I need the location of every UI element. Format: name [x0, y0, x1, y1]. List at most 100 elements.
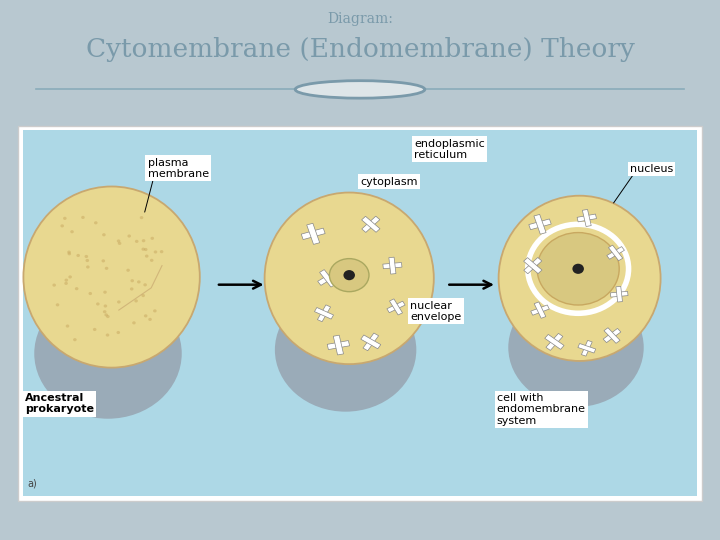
Text: plasma
membrane: plasma membrane	[148, 158, 209, 179]
Circle shape	[144, 314, 148, 318]
Circle shape	[144, 248, 148, 251]
Polygon shape	[363, 333, 379, 350]
Circle shape	[141, 247, 145, 251]
Circle shape	[135, 299, 138, 302]
Polygon shape	[390, 299, 402, 315]
Polygon shape	[534, 302, 546, 318]
Circle shape	[84, 255, 88, 258]
Ellipse shape	[35, 288, 181, 418]
Polygon shape	[361, 335, 381, 349]
Circle shape	[141, 294, 145, 297]
Circle shape	[94, 221, 98, 225]
Circle shape	[55, 303, 59, 306]
Circle shape	[143, 284, 147, 286]
Circle shape	[130, 279, 134, 282]
Ellipse shape	[498, 195, 661, 361]
Circle shape	[104, 305, 107, 308]
Circle shape	[295, 80, 425, 98]
Polygon shape	[545, 334, 564, 349]
Circle shape	[66, 325, 69, 328]
Polygon shape	[361, 217, 380, 232]
Ellipse shape	[329, 259, 369, 292]
Circle shape	[343, 270, 355, 280]
Polygon shape	[531, 305, 549, 315]
Text: nucleus: nucleus	[630, 164, 673, 174]
Circle shape	[86, 265, 90, 268]
Circle shape	[53, 284, 56, 287]
Circle shape	[153, 251, 157, 254]
Circle shape	[89, 292, 92, 295]
Circle shape	[65, 279, 68, 282]
Polygon shape	[327, 341, 350, 349]
Circle shape	[75, 287, 78, 291]
Ellipse shape	[24, 186, 200, 368]
Polygon shape	[307, 223, 320, 245]
Circle shape	[132, 321, 136, 325]
Circle shape	[106, 315, 109, 318]
Ellipse shape	[264, 193, 433, 364]
Circle shape	[63, 217, 67, 220]
Circle shape	[103, 310, 107, 313]
Circle shape	[81, 216, 85, 219]
Circle shape	[67, 251, 71, 254]
Circle shape	[137, 280, 140, 284]
Circle shape	[117, 300, 121, 303]
Circle shape	[96, 302, 99, 306]
Circle shape	[135, 240, 138, 243]
Circle shape	[64, 282, 68, 285]
Circle shape	[127, 234, 131, 238]
Polygon shape	[611, 292, 628, 297]
Circle shape	[150, 259, 153, 262]
Polygon shape	[318, 305, 330, 322]
Circle shape	[103, 291, 107, 294]
Circle shape	[130, 287, 133, 291]
Polygon shape	[389, 257, 396, 274]
Polygon shape	[387, 301, 405, 313]
Polygon shape	[607, 247, 624, 259]
Circle shape	[148, 318, 152, 321]
Circle shape	[60, 224, 64, 227]
Polygon shape	[546, 333, 563, 350]
Text: cell with
endomembrane
system: cell with endomembrane system	[497, 393, 586, 426]
Circle shape	[150, 237, 154, 240]
Circle shape	[86, 259, 89, 262]
Polygon shape	[603, 328, 621, 342]
Text: cytoplasm: cytoplasm	[360, 177, 418, 187]
Polygon shape	[604, 328, 620, 343]
Circle shape	[102, 233, 106, 237]
Circle shape	[142, 239, 145, 242]
FancyBboxPatch shape	[23, 130, 697, 496]
Text: nuclear
envelope: nuclear envelope	[410, 301, 462, 322]
Circle shape	[71, 230, 74, 233]
Polygon shape	[318, 271, 338, 286]
Polygon shape	[383, 262, 402, 269]
Circle shape	[117, 239, 120, 242]
Circle shape	[528, 224, 629, 313]
Circle shape	[68, 275, 72, 279]
Polygon shape	[320, 269, 336, 287]
Polygon shape	[528, 219, 552, 230]
Polygon shape	[523, 258, 542, 274]
Circle shape	[118, 242, 122, 245]
Circle shape	[73, 338, 76, 341]
Polygon shape	[315, 307, 333, 319]
Ellipse shape	[508, 288, 644, 407]
Circle shape	[106, 334, 109, 336]
Circle shape	[126, 269, 130, 272]
Polygon shape	[582, 340, 592, 356]
Polygon shape	[333, 335, 343, 355]
Polygon shape	[577, 214, 596, 222]
Circle shape	[572, 264, 584, 274]
Ellipse shape	[275, 288, 416, 411]
Circle shape	[140, 216, 143, 219]
Text: Diagram:: Diagram:	[327, 12, 393, 26]
Polygon shape	[616, 286, 623, 302]
Text: Ancestral
prokaryote: Ancestral prokaryote	[25, 393, 94, 414]
Circle shape	[104, 313, 108, 316]
Circle shape	[145, 254, 148, 258]
Polygon shape	[608, 245, 623, 261]
Circle shape	[93, 328, 96, 331]
Polygon shape	[582, 210, 591, 226]
Polygon shape	[523, 258, 542, 274]
Text: a): a)	[27, 478, 37, 488]
